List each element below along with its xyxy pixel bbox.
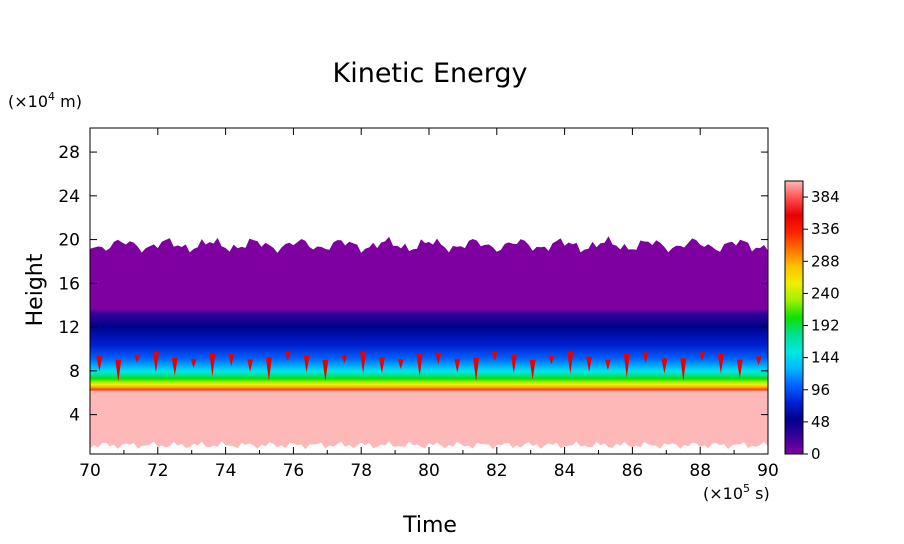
colorbar: 0 48 96 144 192 240 288 336 384	[784, 180, 840, 463]
y-tick-label: 12	[58, 318, 80, 338]
energy-streak	[152, 352, 159, 373]
energy-streak	[322, 359, 329, 381]
energy-streak	[341, 355, 348, 364]
energy-streak	[529, 359, 536, 380]
y-tick-label: 16	[58, 274, 80, 294]
x-tick-label: 82	[486, 461, 508, 481]
energy-streak	[586, 356, 593, 372]
energy-streak	[510, 354, 517, 374]
energy-streak	[190, 358, 197, 368]
energy-streak	[491, 352, 498, 361]
energy-streak	[397, 359, 404, 369]
energy-streak	[284, 351, 291, 362]
y-tick-label: 24	[58, 187, 80, 207]
energy-streak	[736, 359, 743, 379]
colorbar-gradient	[784, 180, 804, 455]
energy-field	[90, 236, 768, 450]
x-tick-label: 72	[147, 461, 169, 481]
energy-streak	[567, 351, 574, 375]
colorbar-tick-label: 96	[811, 381, 830, 399]
energy-streak	[699, 352, 706, 361]
x-tick-label: 86	[622, 461, 644, 481]
x-tick-label: 74	[215, 461, 237, 481]
energy-streak	[360, 351, 367, 374]
x-axis-label: Time	[402, 513, 457, 538]
energy-streak	[247, 359, 254, 372]
x-unit-label: (×105 s)	[703, 482, 770, 503]
chart-title: Kinetic Energy	[333, 58, 528, 89]
energy-streak	[115, 359, 122, 382]
y-tick-label: 20	[58, 231, 80, 251]
colorbar-tick-label: 384	[811, 188, 840, 206]
energy-streak	[755, 356, 762, 366]
energy-streak	[473, 357, 480, 382]
energy-streak	[454, 358, 461, 373]
energy-streak	[435, 352, 442, 365]
energy-streak	[623, 353, 630, 378]
colorbar-tick-label: 0	[811, 445, 821, 463]
energy-streak	[228, 353, 235, 367]
energy-streak	[416, 353, 423, 378]
energy-streak	[265, 357, 272, 381]
x-axis: 70 72 74 76 78 80 82 84 86 88 90	[79, 128, 779, 481]
y-tick-label: 8	[69, 362, 80, 382]
x-tick-label: 78	[350, 461, 372, 481]
y-axis: 4 8 12 16 20 24 28	[58, 143, 768, 426]
energy-streak	[209, 352, 216, 377]
x-tick-label: 88	[689, 461, 711, 481]
energy-streak	[303, 355, 310, 373]
colorbar-tick-label: 336	[811, 220, 840, 238]
energy-streak	[604, 359, 611, 371]
y-tick-label: 28	[58, 143, 80, 163]
energy-streak	[134, 354, 141, 363]
x-tick-label: 80	[418, 461, 440, 481]
energy-streak	[642, 352, 649, 364]
y-tick-label: 4	[69, 406, 80, 426]
energy-streak	[171, 357, 178, 376]
y-unit-label: (×104 m)	[8, 90, 82, 111]
colorbar-tick-label: 288	[811, 252, 840, 270]
x-tick-label: 70	[79, 461, 101, 481]
energy-streak	[96, 355, 103, 372]
plot-area	[90, 128, 768, 454]
colorbar-tick-label: 48	[811, 413, 830, 431]
colorbar-tick-label: 144	[811, 349, 840, 367]
x-tick-label: 76	[283, 461, 305, 481]
colorbar-tick-label: 192	[811, 317, 840, 335]
energy-streak	[680, 358, 687, 381]
energy-streak	[661, 358, 668, 374]
colorbar-tick-label: 240	[811, 284, 840, 302]
energy-streak	[548, 355, 555, 365]
x-tick-label: 84	[554, 461, 576, 481]
energy-streak	[378, 357, 385, 374]
x-tick-label: 90	[757, 461, 779, 481]
energy-streak	[717, 354, 724, 374]
y-axis-label: Height	[23, 253, 48, 326]
